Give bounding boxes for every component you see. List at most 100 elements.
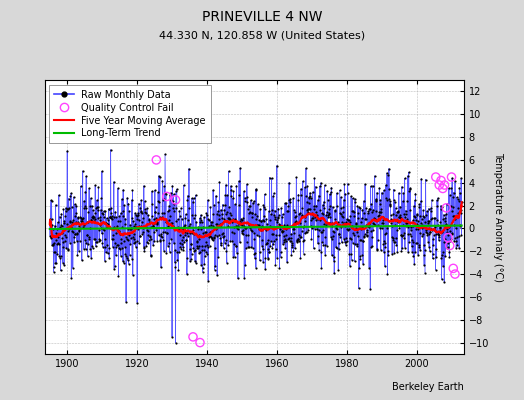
Point	[277, 227, 286, 234]
Point	[112, 252, 120, 258]
Point	[367, 201, 375, 207]
Point	[277, 254, 285, 260]
Point	[236, 239, 244, 246]
Point	[97, 168, 106, 175]
Point	[207, 219, 215, 225]
Point	[316, 217, 324, 224]
Point	[267, 211, 275, 217]
Point	[342, 219, 351, 225]
Point	[445, 192, 454, 198]
Point	[58, 260, 67, 266]
Point	[86, 195, 95, 201]
Point	[91, 216, 99, 223]
Point	[151, 187, 159, 194]
Point	[228, 216, 237, 222]
Point	[293, 236, 302, 242]
Point	[120, 202, 128, 208]
Point	[388, 251, 396, 258]
Point	[310, 203, 318, 209]
Point	[243, 199, 252, 206]
Point	[171, 247, 179, 253]
Point	[401, 211, 410, 218]
Point	[121, 216, 129, 222]
Point	[268, 245, 277, 251]
Point	[343, 225, 352, 232]
Point	[144, 228, 152, 234]
Point	[341, 242, 350, 248]
Point	[71, 210, 80, 216]
Point	[438, 229, 446, 235]
Point	[428, 214, 436, 221]
Point	[330, 258, 338, 264]
Point	[441, 218, 450, 224]
Point	[93, 203, 102, 210]
Point	[208, 235, 216, 242]
Point	[181, 211, 190, 217]
Point	[330, 270, 339, 276]
Point	[450, 212, 458, 219]
Point	[313, 214, 322, 220]
Point	[57, 222, 66, 228]
Point	[450, 222, 458, 228]
Point	[219, 201, 227, 208]
Point	[137, 208, 145, 214]
Point	[412, 212, 421, 218]
Point	[390, 197, 398, 204]
Point	[328, 252, 336, 258]
Point	[320, 221, 329, 227]
Point	[255, 232, 263, 239]
Point	[220, 245, 228, 251]
Point	[287, 251, 296, 258]
Point	[225, 215, 233, 222]
Point	[288, 244, 296, 250]
Point	[155, 214, 163, 220]
Point	[141, 210, 150, 216]
Point	[287, 234, 295, 241]
Point	[309, 245, 318, 252]
Point	[451, 178, 459, 185]
Point	[386, 201, 395, 207]
Point	[230, 224, 238, 230]
Point	[66, 239, 74, 246]
Point	[157, 264, 165, 270]
Point	[168, 219, 176, 226]
Point	[53, 219, 62, 226]
Point	[166, 249, 174, 255]
Point	[105, 214, 114, 220]
Point	[163, 219, 171, 225]
Point	[169, 205, 178, 211]
Point	[391, 205, 400, 211]
Point	[375, 185, 384, 191]
Point	[71, 230, 80, 237]
Point	[389, 236, 397, 243]
Point	[350, 232, 358, 238]
Point	[276, 226, 284, 232]
Point	[65, 204, 73, 211]
Point	[340, 196, 348, 203]
Point	[362, 216, 370, 222]
Point	[369, 219, 377, 226]
Point	[133, 238, 141, 244]
Point	[406, 207, 414, 213]
Point	[412, 240, 420, 246]
Point	[455, 232, 463, 239]
Point	[233, 250, 241, 256]
Point	[433, 203, 441, 209]
Point	[383, 170, 391, 176]
Point	[162, 218, 171, 225]
Point	[414, 244, 423, 250]
Point	[342, 238, 350, 245]
Point	[396, 214, 405, 220]
Point	[328, 223, 336, 230]
Point	[188, 230, 196, 236]
Point	[254, 201, 262, 207]
Point	[294, 232, 303, 238]
Point	[223, 223, 232, 229]
Point	[202, 242, 211, 248]
Point	[405, 238, 413, 245]
Point	[235, 221, 244, 228]
Point	[278, 229, 287, 235]
Point	[365, 206, 374, 212]
Point	[454, 198, 463, 204]
Point	[323, 220, 332, 227]
